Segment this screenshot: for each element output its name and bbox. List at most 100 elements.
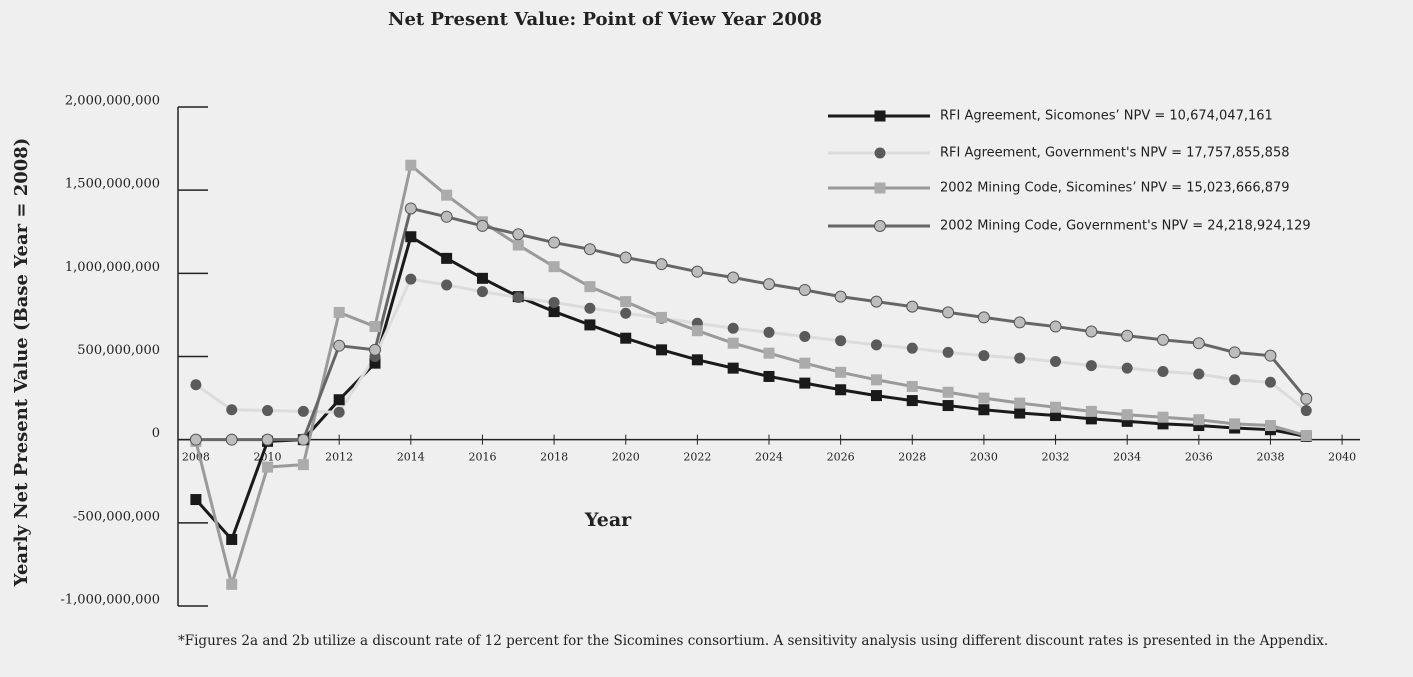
data-point	[691, 325, 703, 337]
data-point	[333, 306, 345, 318]
data-point	[727, 322, 739, 334]
data-point	[1049, 320, 1062, 333]
y-tick-label: -1,000,000,000	[61, 593, 161, 608]
series-line	[194, 162, 1307, 590]
y-tick-label: -500,000,000	[73, 509, 160, 524]
data-point	[369, 343, 381, 356]
data-point	[512, 239, 524, 251]
legend-marker	[874, 220, 886, 232]
data-point	[548, 306, 560, 318]
data-point	[942, 386, 954, 398]
data-point	[870, 390, 882, 402]
data-point	[1300, 405, 1312, 417]
data-point	[727, 362, 739, 374]
data-point	[369, 357, 381, 369]
y-tick-label: 1,500,000,000	[65, 177, 160, 192]
data-point	[798, 283, 811, 296]
data-point	[1229, 374, 1241, 386]
x-tick-label: 2038	[1256, 451, 1284, 464]
data-point	[620, 307, 632, 319]
data-point	[405, 273, 417, 285]
y-tick-label: 500,000,000	[77, 343, 160, 358]
data-point	[189, 433, 202, 446]
data-point	[1050, 410, 1062, 422]
x-tick-label: 2034	[1113, 451, 1141, 464]
data-point	[870, 295, 883, 308]
data-point	[1121, 415, 1133, 427]
data-point	[1085, 360, 1097, 372]
data-point	[1157, 418, 1169, 430]
data-point	[619, 251, 632, 264]
data-point	[906, 395, 918, 407]
data-point	[297, 405, 309, 417]
legend-marker	[874, 147, 886, 159]
data-point	[763, 326, 775, 338]
data-point	[548, 296, 560, 308]
data-point	[978, 350, 990, 362]
data-point	[1014, 397, 1026, 409]
data-point	[333, 406, 345, 418]
data-point	[1264, 420, 1276, 432]
data-point	[512, 228, 525, 241]
data-point	[620, 296, 632, 308]
data-point	[1228, 346, 1241, 359]
data-point	[1193, 414, 1205, 426]
data-point	[226, 578, 238, 590]
data-point	[583, 243, 596, 256]
x-tick-label: 2024	[755, 451, 783, 464]
data-point	[441, 189, 453, 201]
data-point	[655, 258, 668, 271]
data-point	[476, 286, 488, 298]
data-point	[405, 231, 417, 243]
data-point	[512, 291, 524, 303]
x-tick-label: 2026	[827, 451, 855, 464]
data-point	[262, 405, 274, 417]
data-point	[441, 252, 453, 264]
data-point	[1264, 376, 1276, 388]
data-point	[476, 272, 488, 284]
data-point	[870, 339, 882, 351]
data-point	[1157, 411, 1169, 423]
series-line	[195, 206, 1308, 442]
data-point	[440, 210, 453, 223]
legend-label: 2002 Mining Code, Sicomines’ NPV = 15,02…	[940, 181, 1290, 196]
y-tick-label: 0	[152, 426, 160, 441]
data-point	[691, 354, 703, 366]
data-point	[1085, 325, 1098, 338]
data-point	[369, 321, 381, 333]
x-tick-label: 2022	[683, 451, 711, 464]
data-point	[333, 339, 346, 352]
data-point	[333, 394, 345, 406]
data-point	[1193, 368, 1205, 380]
data-point	[225, 433, 238, 446]
x-tick-label: 2028	[898, 451, 926, 464]
data-point	[942, 346, 954, 358]
data-point	[1229, 418, 1241, 430]
legend-label: RFI Agreement, Government's NPV = 17,757…	[940, 146, 1289, 161]
footnote: *Figures 2a and 2b utilize a discount ra…	[178, 633, 1329, 649]
data-point	[1300, 392, 1313, 405]
data-point	[1050, 355, 1062, 367]
data-point	[404, 202, 417, 215]
data-point	[548, 261, 560, 273]
data-point	[1193, 420, 1205, 432]
data-point	[1121, 409, 1133, 421]
data-point	[834, 290, 847, 303]
x-tick-label: 2032	[1042, 451, 1070, 464]
data-point	[405, 159, 417, 171]
data-point	[1264, 349, 1277, 362]
legend-label: 2002 Mining Code, Government's NPV = 24,…	[940, 219, 1311, 234]
series-line	[195, 277, 1308, 414]
data-point	[1085, 405, 1097, 417]
data-point	[261, 433, 274, 446]
data-point	[835, 335, 847, 347]
data-point	[727, 271, 740, 284]
data-point	[620, 332, 632, 344]
data-point	[799, 331, 811, 343]
data-point	[1085, 413, 1097, 425]
data-point	[727, 337, 739, 349]
data-point	[906, 342, 918, 354]
x-tick-label: 2040	[1328, 451, 1356, 464]
data-point	[1013, 316, 1026, 329]
